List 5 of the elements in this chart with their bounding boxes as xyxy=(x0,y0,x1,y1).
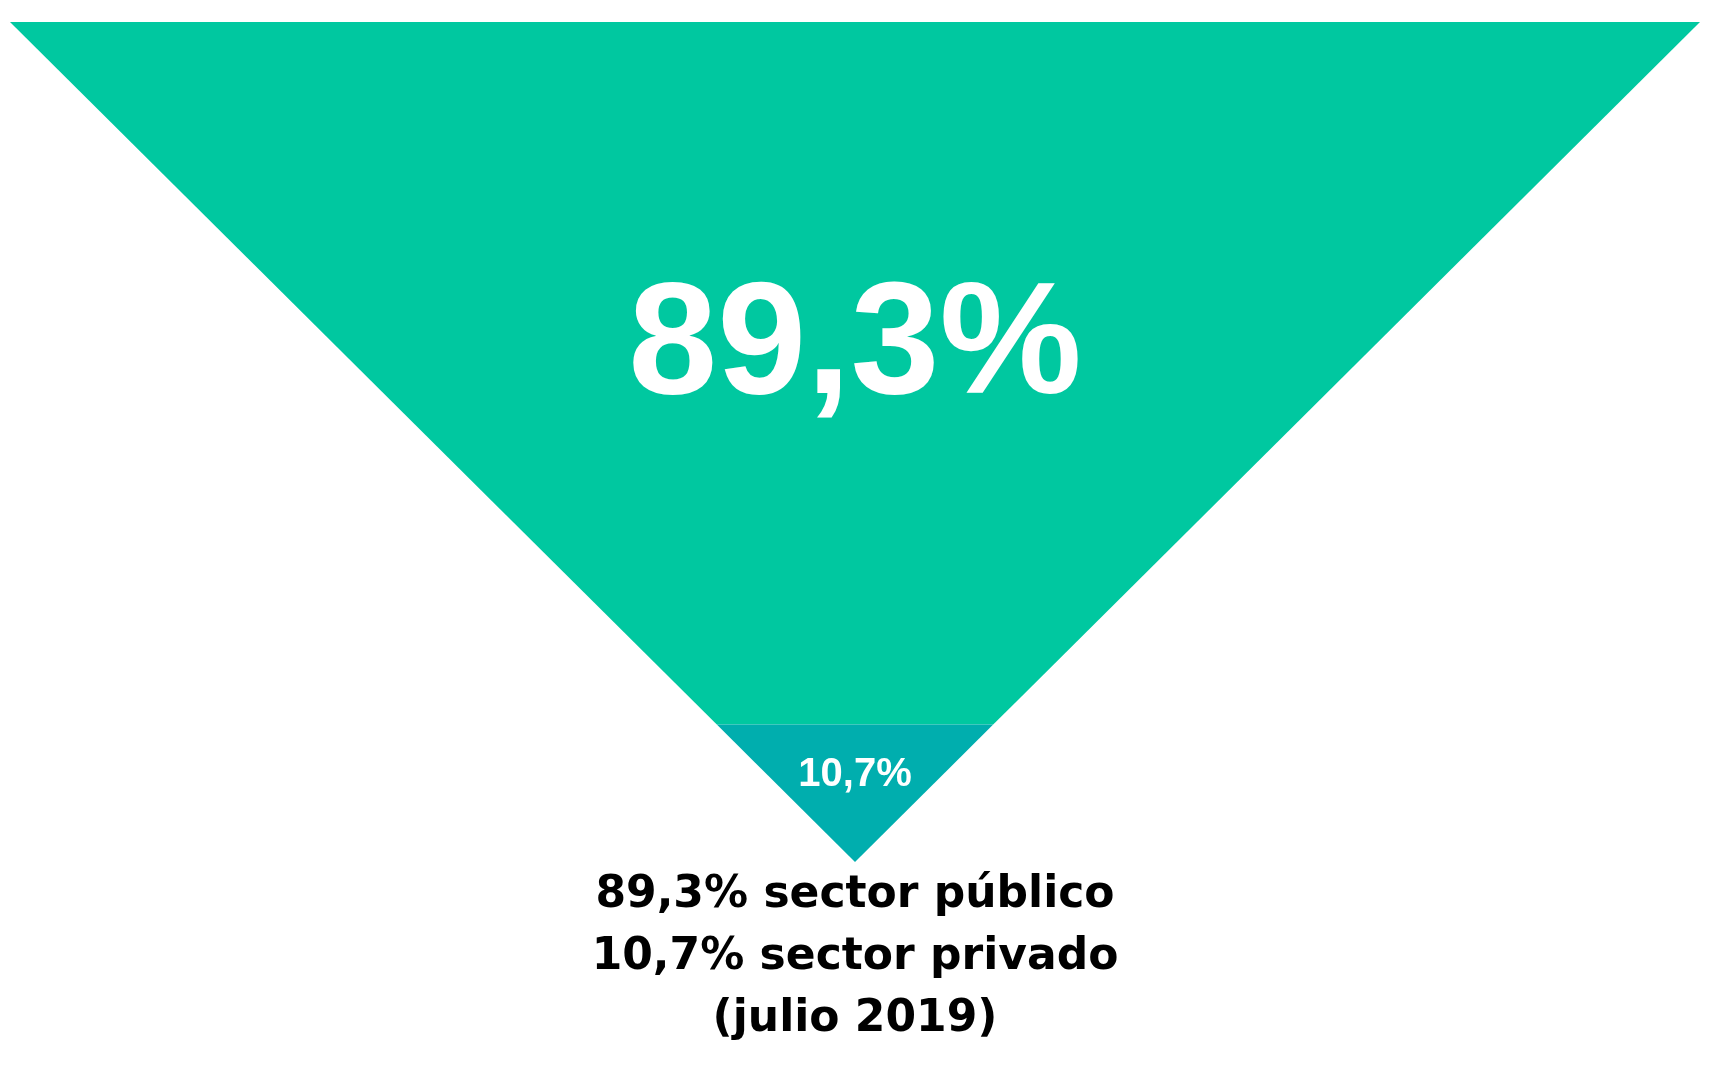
text: 10,7% sector privado xyxy=(591,928,1119,979)
data-label: 10,7% xyxy=(798,750,912,795)
data-label: 89,3% xyxy=(628,248,1082,428)
text: 89,3% sector público xyxy=(595,866,1115,917)
text: (julio 2019) xyxy=(712,990,998,1041)
